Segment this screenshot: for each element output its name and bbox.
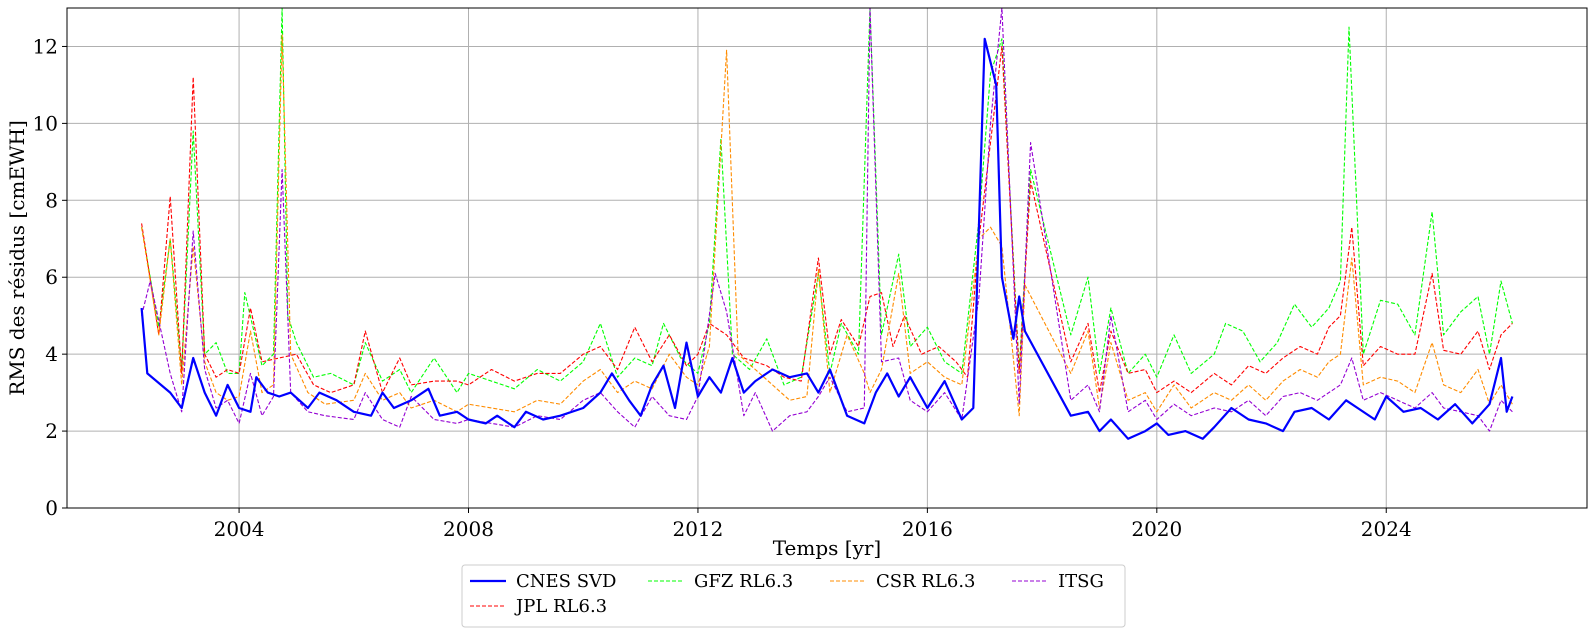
legend-label: CSR RL6.3 xyxy=(876,571,976,592)
legend: CNES SVD JPL RL6.3 GFZ RL6.3 CSR RL6.3 ITSG xyxy=(461,564,1126,628)
y-tick-label: 12 xyxy=(33,34,58,58)
x-tick-label: 2004 xyxy=(214,517,265,541)
series-line-jpl-rl6-3 xyxy=(141,45,1513,394)
y-tick-label: 2 xyxy=(45,419,58,443)
plot-frame xyxy=(66,7,1588,509)
series-line-csr-rl6-3 xyxy=(141,34,1513,417)
series-line-itsg xyxy=(141,8,1513,432)
x-tick-label: 2016 xyxy=(902,517,953,541)
legend-box xyxy=(461,564,1126,628)
x-tick-label: 2024 xyxy=(1361,517,1412,541)
series-layer xyxy=(140,8,1514,440)
y-tick-label: 0 xyxy=(45,496,58,520)
series-line-gfz-rl6-3 xyxy=(141,8,1513,394)
y-tick-label: 6 xyxy=(45,265,58,289)
y-tick-label: 8 xyxy=(45,188,58,212)
grid xyxy=(67,8,1587,509)
x-tick-label: 2008 xyxy=(443,517,494,541)
legend-label: JPL RL6.3 xyxy=(514,596,607,617)
x-axis-label: Temps [yr] xyxy=(773,536,881,560)
y-axis-label: RMS des résidus [cmEWH] xyxy=(5,120,29,396)
legend-label: ITSG xyxy=(1058,571,1104,592)
x-axis-ticks: 2004 2008 2012 2016 2020 2024 xyxy=(214,508,1412,541)
y-tick-label: 4 xyxy=(45,342,58,366)
x-tick-label: 2020 xyxy=(1131,517,1182,541)
series-line-cnes-svd xyxy=(140,37,1514,440)
x-tick-label: 2012 xyxy=(672,517,723,541)
y-axis-ticks: 0 2 4 6 8 10 12 xyxy=(33,34,67,520)
legend-label: GFZ RL6.3 xyxy=(694,571,793,592)
legend-label: CNES SVD xyxy=(516,571,616,592)
y-tick-label: 10 xyxy=(33,111,58,135)
